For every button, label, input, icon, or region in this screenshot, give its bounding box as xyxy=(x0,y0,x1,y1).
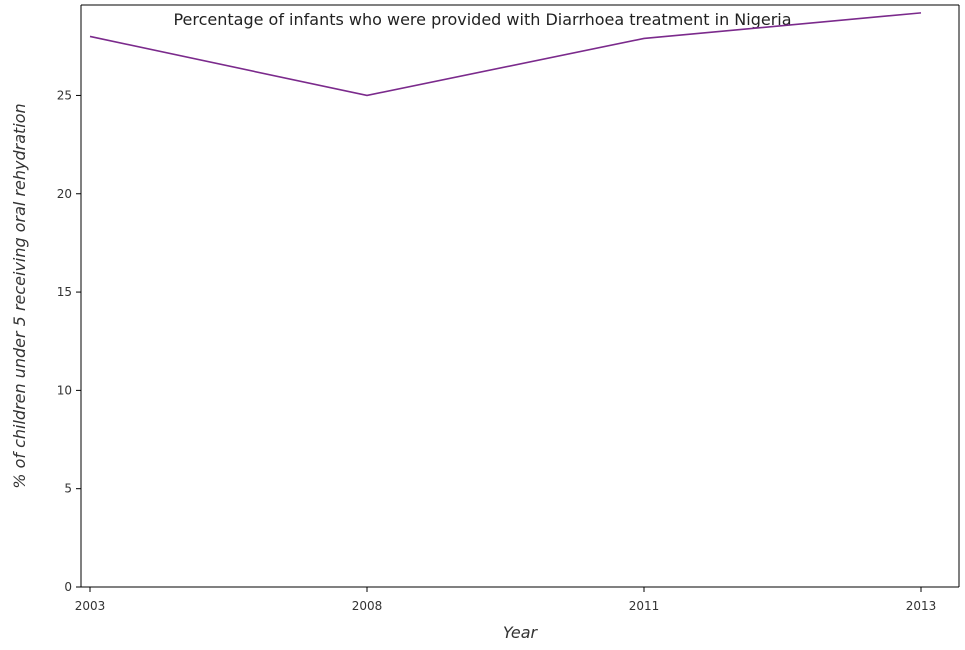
y-tick-label: 5 xyxy=(64,482,72,496)
series-line xyxy=(89,12,922,97)
y-tick-label: 20 xyxy=(57,187,72,201)
x-tick-label: 2003 xyxy=(75,599,106,613)
chart-title: Percentage of infants who were provided … xyxy=(173,10,792,29)
x-axis-label: Year xyxy=(503,623,539,642)
y-tick-label: 0 xyxy=(64,580,72,594)
x-tick-label: 2013 xyxy=(906,599,937,613)
y-axis-label: % of children under 5 receiving oral reh… xyxy=(10,103,29,488)
y-tick-label: 15 xyxy=(57,285,72,299)
y-tick-label: 10 xyxy=(57,383,72,397)
y-ticks: 0 5 10 15 20 25 xyxy=(57,88,81,594)
x-tick-label: 2011 xyxy=(629,599,660,613)
x-ticks: 2003 2008 2011 2013 xyxy=(75,587,937,613)
x-tick-label: 2008 xyxy=(352,599,383,613)
y-tick-label: 25 xyxy=(57,88,72,102)
